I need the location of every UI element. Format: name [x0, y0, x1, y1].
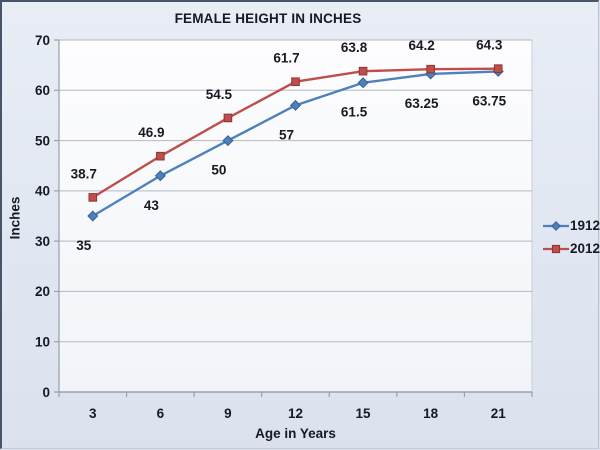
legend-item-2012: 2012 — [543, 238, 600, 259]
data-point-marker-2012 — [426, 64, 435, 74]
y-axis-title: Inches — [7, 196, 23, 240]
data-label-1912: 63.25 — [405, 96, 439, 111]
y-tick-label: 30 — [35, 234, 50, 249]
x-tick-label: 18 — [423, 406, 439, 421]
legend-label-2012: 2012 — [570, 241, 600, 256]
data-point-marker-1912 — [289, 99, 302, 111]
y-tick-label: 40 — [35, 184, 50, 199]
data-point-marker-1912 — [87, 210, 99, 222]
data-label-1912: 63.75 — [472, 93, 506, 108]
data-point-marker-1912 — [154, 170, 166, 182]
x-axis-title: Age in Years — [255, 426, 336, 441]
data-label-2012: 54.5 — [206, 87, 233, 102]
y-tick-label: 10 — [35, 335, 50, 350]
data-point-marker-1912 — [222, 135, 234, 147]
data-point-marker-2012 — [223, 113, 233, 123]
data-point-marker-2012 — [156, 151, 165, 161]
x-tick-label: 9 — [224, 406, 232, 421]
x-tick-label: 3 — [89, 406, 97, 421]
legend-square-marker-icon — [543, 244, 569, 253]
data-label-2012: 61.7 — [273, 51, 299, 66]
data-label-2012: 64.3 — [476, 38, 503, 53]
data-point-marker-2012 — [493, 64, 503, 73]
y-tick-label: 50 — [35, 133, 50, 148]
x-tick-label: 6 — [157, 406, 165, 421]
data-label-1912: 50 — [211, 163, 226, 178]
x-tick-label: 12 — [288, 406, 303, 421]
legend-diamond-marker-icon — [543, 220, 569, 231]
data-label-2012: 38.7 — [71, 166, 97, 181]
plot-area — [58, 39, 533, 393]
x-tick-label: 15 — [356, 406, 372, 421]
data-label-1912: 43 — [144, 198, 160, 213]
data-label-1912: 35 — [76, 238, 92, 253]
data-label-2012: 64.2 — [409, 38, 435, 53]
data-point-marker-2012 — [358, 66, 368, 76]
legend: 1912 2012 — [543, 215, 600, 259]
data-label-1912: 57 — [279, 127, 294, 142]
y-tick-label: 0 — [42, 385, 50, 400]
y-tick-label: 20 — [35, 284, 50, 299]
chart-title: FEMALE HEIGHT IN INCHES — [174, 11, 362, 26]
legend-item-1912: 1912 — [543, 215, 600, 236]
data-point-marker-1912 — [357, 77, 369, 89]
y-tick-label: 70 — [35, 33, 50, 48]
data-label-2012: 46.9 — [138, 125, 164, 140]
data-point-marker-2012 — [88, 193, 98, 202]
data-label-2012: 63.8 — [341, 40, 368, 55]
data-point-marker-2012 — [291, 77, 300, 87]
data-label-1912: 61.5 — [341, 105, 368, 120]
legend-label-1912: 1912 — [570, 218, 600, 233]
x-tick-label: 21 — [491, 406, 507, 421]
y-tick-label: 60 — [35, 83, 50, 98]
